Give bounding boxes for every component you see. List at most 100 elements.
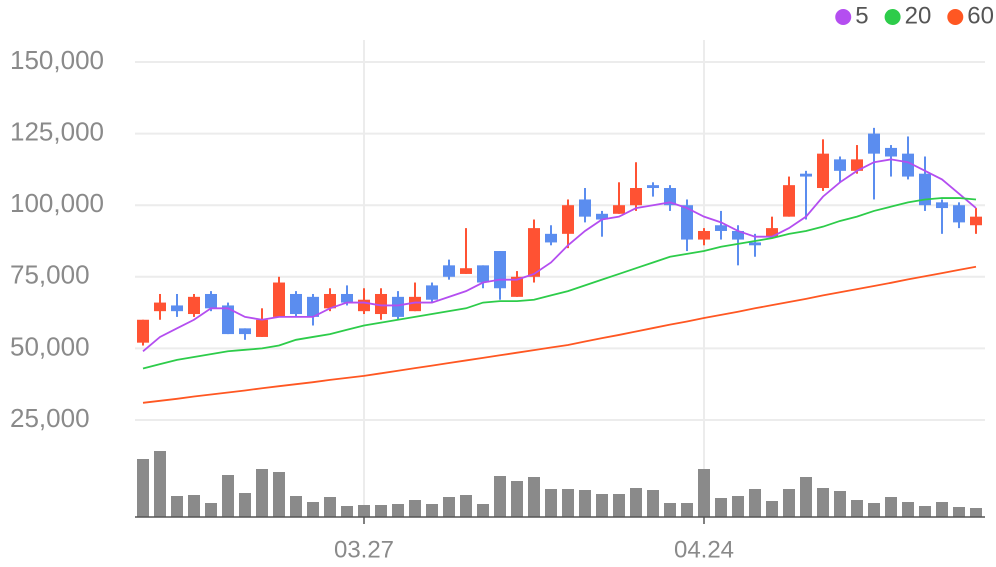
candle-body [137, 319, 149, 343]
candle-body [613, 205, 625, 214]
ma-line [142, 197, 977, 370]
volume-bar [528, 477, 540, 517]
volume-bar [307, 502, 319, 517]
candle-body [528, 228, 540, 277]
volume-bar [613, 494, 625, 517]
volume-bar [647, 490, 659, 517]
x-tick-label: 03.27 [334, 536, 394, 563]
volume-bar [426, 504, 438, 517]
volume-bar [834, 491, 846, 517]
candle-body [596, 213, 608, 220]
candle-body [392, 296, 404, 317]
candle-body [851, 159, 863, 171]
candle-body [885, 147, 897, 157]
legend-label: 20 [905, 2, 932, 29]
volume-bar [936, 502, 948, 517]
volume-bar [273, 472, 285, 517]
legend-swatch [835, 9, 852, 25]
volume-bar [868, 503, 880, 517]
volume-bar [341, 506, 353, 517]
ma-line [142, 265, 977, 404]
volume-bar [511, 481, 523, 517]
volume-bar [800, 477, 812, 517]
volume-bar [749, 489, 761, 517]
candle-body [426, 285, 438, 300]
volume-bar [919, 506, 931, 517]
ma-line [142, 158, 977, 352]
candle-body [222, 305, 234, 335]
volume-bar [851, 500, 863, 517]
candle-body [800, 173, 812, 177]
candle-body [919, 173, 931, 206]
candle-body [698, 230, 710, 240]
volume-bar [256, 469, 268, 517]
volume-bar [562, 489, 574, 517]
candle-body [868, 133, 880, 154]
candle-body [375, 293, 387, 315]
candle-body [256, 319, 268, 337]
candle-body [579, 199, 591, 217]
candle-body [171, 305, 183, 312]
candle-body [290, 293, 302, 315]
y-tick-label: 100,000 [10, 188, 104, 218]
x-tick-label: 04.24 [674, 536, 734, 563]
y-tick-label: 75,000 [10, 260, 90, 290]
candle-body [154, 302, 166, 312]
volume-bar [460, 495, 472, 517]
candle-body [205, 293, 217, 309]
candle-body [783, 185, 795, 217]
volume-bar [664, 503, 676, 517]
volume-bar [783, 489, 795, 517]
candle-body [902, 153, 914, 177]
candle-body [324, 293, 336, 309]
y-tick-label: 50,000 [10, 331, 90, 361]
candle-body [409, 296, 421, 312]
candle-body [766, 228, 778, 237]
volume-bar [817, 488, 829, 517]
candle-body [460, 268, 472, 274]
volume-bar [358, 505, 370, 517]
candle-body [970, 216, 982, 226]
volume-bar [409, 500, 421, 517]
candle-body [273, 282, 285, 317]
candle-body [817, 153, 829, 189]
candle-body [647, 185, 659, 189]
volume-bar [290, 496, 302, 517]
candle-body [443, 265, 455, 277]
candle-body [749, 242, 761, 246]
volume-bar [902, 502, 914, 517]
volume-bar [477, 504, 489, 517]
candle-body [358, 299, 370, 312]
candle-body [715, 225, 727, 231]
volume-bar [732, 496, 744, 517]
candle-body [307, 296, 319, 317]
volume-bar [579, 490, 591, 517]
y-tick-label: 150,000 [10, 45, 104, 75]
volume-bar [375, 505, 387, 517]
volume-bar [171, 496, 183, 517]
candle-body [511, 276, 523, 297]
candle-body [562, 205, 574, 234]
candle-body [681, 205, 693, 240]
volume-bar [698, 469, 710, 517]
volume-bar [596, 494, 608, 517]
volume-bar [239, 493, 251, 517]
volume-bar [137, 459, 149, 517]
volume-bar [970, 508, 982, 517]
candle-body [545, 233, 557, 243]
volume-bar [766, 501, 778, 517]
volume-bar [222, 475, 234, 517]
candle-body [494, 251, 506, 289]
volume-bar [324, 497, 336, 517]
candle-body [936, 202, 948, 209]
candle-body [239, 328, 251, 335]
legend-label: 5 [855, 2, 868, 29]
legend-swatch [884, 9, 901, 25]
y-tick-label: 25,000 [10, 403, 90, 433]
candle-body [834, 159, 846, 171]
volume-bar [545, 489, 557, 517]
volume-bar [494, 476, 506, 517]
candle-body [341, 293, 353, 303]
candle-body [732, 230, 744, 240]
